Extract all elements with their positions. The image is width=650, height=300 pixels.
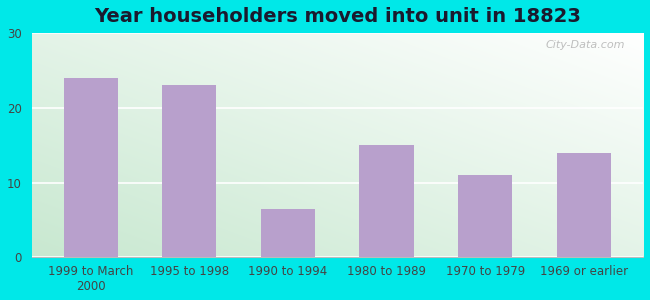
- Bar: [458, 175, 512, 257]
- Bar: [64, 78, 118, 257]
- Title: Year householders moved into unit in 18823: Year householders moved into unit in 188…: [94, 7, 580, 26]
- Bar: [261, 209, 315, 257]
- Bar: [557, 153, 611, 257]
- Bar: [359, 145, 414, 257]
- Text: City-Data.com: City-Data.com: [545, 40, 625, 50]
- Bar: [162, 85, 216, 257]
